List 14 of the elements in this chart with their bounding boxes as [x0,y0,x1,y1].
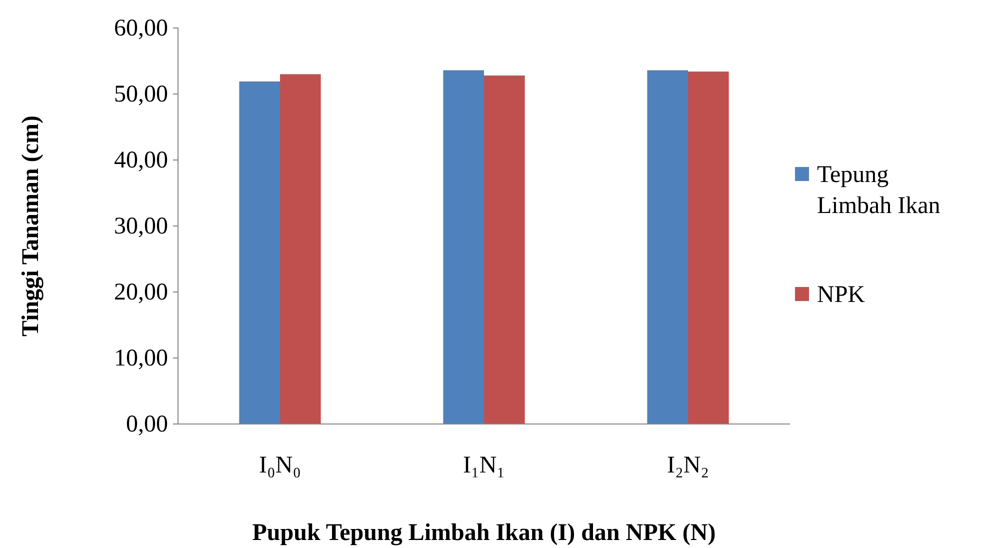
y-tick-label: 20,00 [114,280,168,306]
y-tick-label: 60,00 [114,16,168,42]
y-axis-title: Tinggi Tanaman (cm) [18,116,44,336]
y-tick-label: 30,00 [114,214,168,240]
y-tick-label: 50,00 [114,82,168,108]
legend-label: Tepung Limbah Ikan [817,162,940,220]
y-tick-label: 10,00 [114,346,168,372]
x-axis-title: Pupuk Tepung Limbah Ikan (I) dan NPK (N) [252,520,716,546]
x-tick-label: I₀N₀ [258,452,302,479]
y-tick-label: 40,00 [114,148,168,174]
x-tick-label: I₁N₁ [462,452,506,479]
legend-label: NPK [817,282,866,308]
x-tick-label: I₂N₂ [666,452,710,479]
y-tick-label: 0,00 [126,412,168,438]
